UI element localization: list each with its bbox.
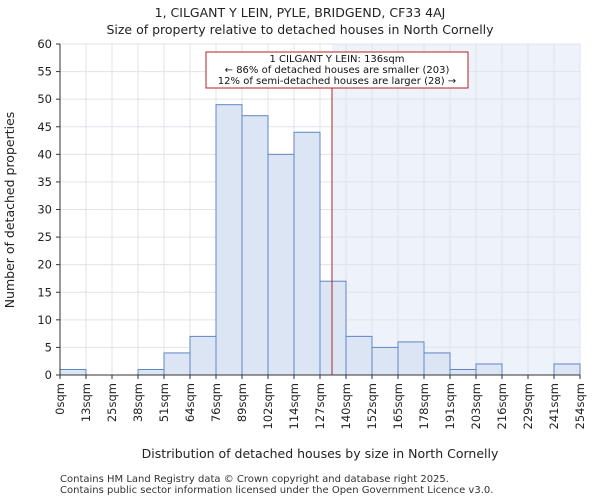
y-tick-label: 40 [37,147,52,161]
y-tick-label: 10 [37,313,52,327]
bar-0sqm [59,368,87,376]
bar-89sqm [241,115,269,376]
bar-140sqm [345,335,373,376]
x-tick-label: 178sqm [417,383,431,429]
x-tick-label: 127sqm [313,383,327,429]
bar-241sqm [553,363,581,376]
annotation-title: 1 CILGANT Y LEIN: 136sqm [270,54,405,65]
x-axis-label: Distribution of detached houses by size … [142,446,499,461]
x-tick-label: 254sqm [573,383,587,429]
x-tick-label: 0sqm [53,383,67,415]
bar-76sqm [215,104,243,376]
y-tick-label: 5 [45,340,52,354]
x-tick-label: 203sqm [469,383,483,429]
y-tick-label: 0 [45,368,52,382]
bar-102sqm [267,153,295,376]
x-tick-label: 152sqm [365,383,379,429]
y-tick-label: 20 [37,258,52,272]
bar-178sqm [423,352,451,376]
bar-64sqm [189,335,217,376]
bar-165sqm [397,341,425,376]
y-tick-label: 55 [37,65,52,79]
x-tick-label: 25sqm [105,383,119,422]
chart-title: 1, CILGANT Y LEIN, PYLE, BRIDGEND, CF33 … [155,5,446,20]
x-tick-label: 64sqm [183,383,197,422]
y-tick-label: 30 [37,203,52,217]
y-tick-label: 15 [37,285,52,299]
y-tick-label: 25 [37,230,52,244]
bar-152sqm [371,346,399,376]
x-tick-label: 216sqm [495,383,509,429]
annotation-smaller: ← 86% of detached houses are smaller (20… [225,65,450,76]
x-tick-label: 102sqm [261,383,275,429]
chart-subtitle: Size of property relative to detached ho… [106,22,494,37]
y-tick-label: 45 [37,120,52,134]
annotation-larger: 12% of semi-detached houses are larger (… [218,76,456,87]
x-tick-label: 114sqm [287,383,301,429]
x-tick-label: 241sqm [547,383,561,429]
x-tick-label: 38sqm [131,383,145,422]
bar-191sqm [449,368,477,376]
x-tick-label: 229sqm [521,383,535,429]
footer-licence: Contains public sector information licen… [60,485,493,496]
x-tick-label: 89sqm [235,383,249,422]
bar-38sqm [137,368,165,376]
x-tick-label: 13sqm [79,383,93,422]
y-tick-label: 35 [37,175,52,189]
y-tick-label: 60 [37,37,52,51]
y-tick-label: 50 [37,92,52,106]
bar-203sqm [475,363,503,376]
bar-114sqm [293,131,321,376]
bar-51sqm [163,352,191,376]
annotation-box [205,51,469,89]
y-axis-label: Number of detached properties [2,112,17,309]
x-tick-label: 191sqm [443,383,457,429]
x-tick-label: 51sqm [157,383,171,422]
x-tick-label: 76sqm [209,383,223,422]
bar-127sqm [319,280,347,376]
footer-copyright: Contains HM Land Registry data © Crown c… [60,474,449,485]
x-tick-label: 140sqm [339,383,353,429]
x-tick-label: 165sqm [391,383,405,429]
